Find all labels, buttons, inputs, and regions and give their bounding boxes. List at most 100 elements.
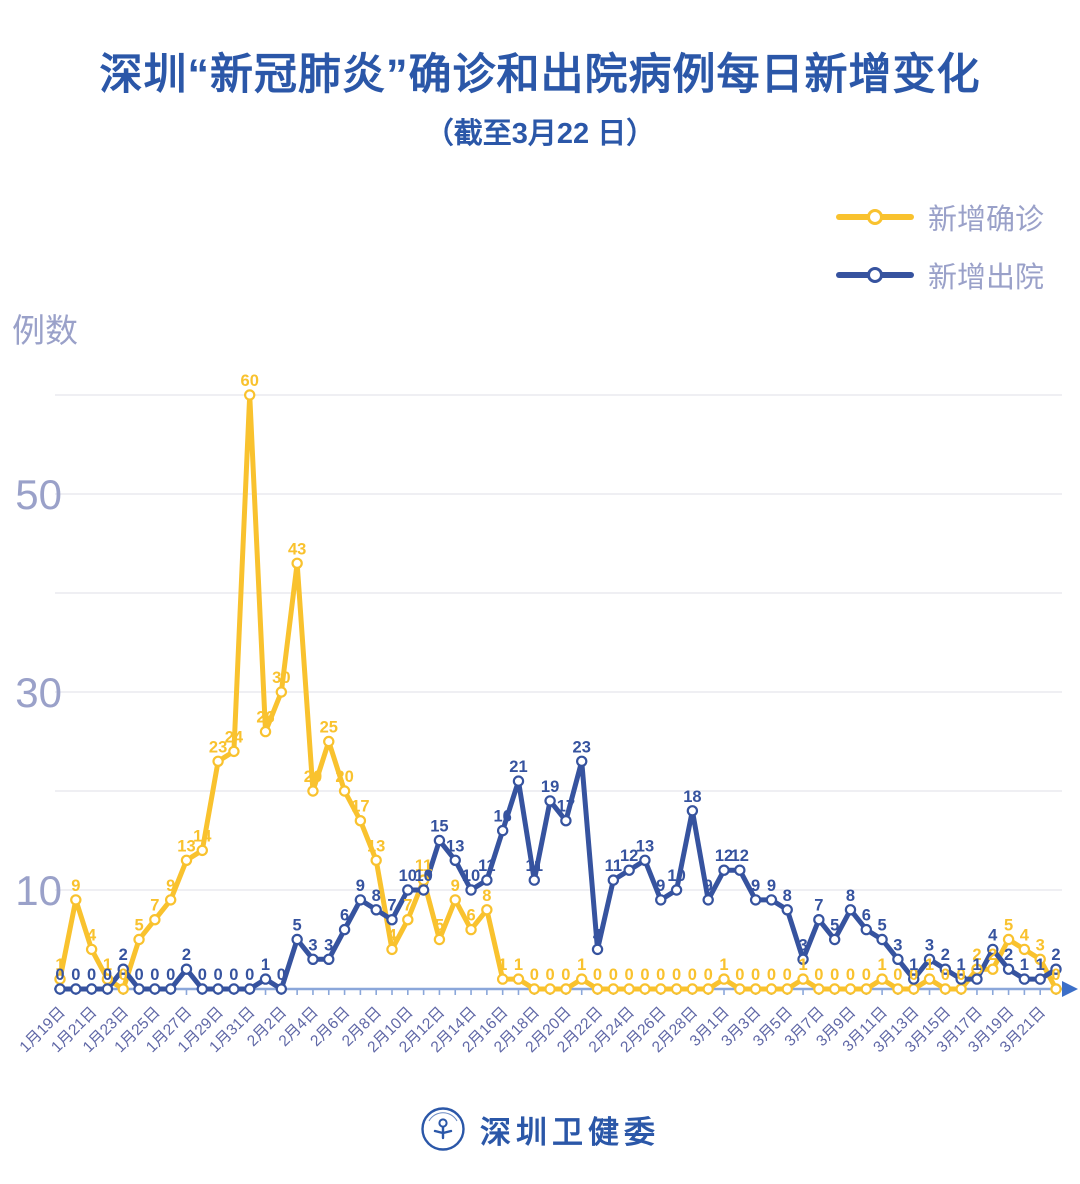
discharged-point (117, 963, 129, 975)
confirmed-value-label: 2 (988, 946, 997, 964)
shenzhen-health-commission-logo-icon (421, 1107, 465, 1151)
discharged-value-label: 3 (925, 936, 934, 954)
discharged-point (655, 894, 667, 906)
confirmed-point (923, 973, 936, 985)
discharged-value-label: 4 (988, 926, 998, 944)
discharged-point (876, 933, 888, 946)
confirmed-value-label: 0 (1051, 966, 1060, 984)
discharged-point (781, 904, 793, 916)
discharged-value-label: 1 (261, 956, 270, 974)
discharged-value-label: 5 (830, 917, 839, 935)
confirmed-point (955, 983, 967, 995)
confirmed-value-label: 9 (451, 877, 460, 895)
discharged-value-label: 10 (462, 867, 480, 885)
discharged-point (449, 854, 461, 867)
discharged-point (528, 874, 540, 886)
confirmed-point (307, 785, 319, 797)
discharged-value-label: 2 (941, 946, 950, 964)
discharged-value-label: 4 (593, 926, 603, 944)
discharged-point (307, 953, 319, 966)
confirmed-value-label: 60 (241, 372, 259, 390)
legend-label-discharged: 新增出院 (927, 262, 1044, 294)
confirmed-point (386, 943, 398, 956)
discharged-value-label: 12 (620, 847, 638, 865)
discharged-value-label: 19 (541, 778, 559, 796)
discharged-point (196, 983, 208, 995)
discharged-value-label: 0 (71, 966, 80, 984)
discharged-point (496, 824, 509, 837)
discharged-value-label: 0 (87, 966, 96, 984)
y-tick-label: 50 (15, 471, 62, 518)
discharged-point (670, 884, 683, 896)
discharged-point (987, 943, 999, 956)
confirmed-value-label: 9 (71, 877, 80, 895)
confirmed-value-label: 1 (878, 956, 887, 974)
discharged-point (908, 973, 920, 985)
discharged-point (70, 983, 82, 995)
discharged-point (180, 963, 193, 975)
confirmed-point (370, 854, 382, 867)
discharged-value-label: 7 (387, 897, 396, 915)
confirmed-point (892, 983, 904, 995)
confirmed-point (133, 933, 145, 946)
confirmed-point (70, 894, 82, 906)
discharged-point (323, 953, 335, 966)
confirmed-point (749, 983, 762, 995)
confirmed-value-label: 0 (561, 966, 570, 984)
y-axis-title: 例数 (12, 312, 78, 349)
confirmed-point (939, 983, 952, 995)
discharged-point (133, 983, 145, 995)
confirmed-point (576, 973, 588, 985)
legend-marker-confirmed (866, 209, 883, 225)
discharged-point (1034, 973, 1046, 985)
legend-line-confirmed-swatch (835, 209, 914, 225)
discharged-value-label: 12 (731, 847, 749, 865)
confirmed-point (702, 983, 714, 995)
confirmed-value-label: 0 (625, 966, 634, 984)
footer: 深圳卫健委 (0, 1106, 1080, 1152)
discharged-point (1050, 963, 1062, 975)
confirmed-point (275, 686, 288, 698)
discharged-value-label: 16 (493, 808, 511, 826)
discharged-value-label: 0 (214, 966, 223, 984)
confirmed-value-label: 0 (846, 966, 855, 984)
confirmed-value-label: 0 (814, 966, 823, 984)
confirmed-value-label: 20 (304, 768, 322, 786)
confirmed-value-label: 1 (577, 956, 586, 974)
discharged-value-label: 8 (372, 887, 381, 905)
discharged-point (892, 953, 904, 966)
page-subtitle: （截至3月22 日） (424, 118, 656, 150)
confirmed-value-label: 0 (530, 966, 539, 984)
legend-line-discharged-swatch (835, 267, 914, 283)
x-axis-arrow-icon (1062, 981, 1078, 997)
discharged-point (259, 973, 272, 985)
confirmed-value-label: 5 (435, 917, 444, 935)
confirmed-value-label: 1 (55, 956, 64, 974)
discharged-point (734, 864, 746, 876)
discharged-value-label: 2 (1004, 946, 1013, 964)
confirmed-value-label: 4 (1020, 926, 1030, 944)
discharged-value-label: 8 (783, 887, 792, 905)
confirmed-value-label: 0 (767, 966, 776, 984)
confirmed-point (449, 894, 461, 906)
confirmed-value-label: 20 (335, 768, 353, 786)
discharged-value-label: 8 (846, 887, 855, 905)
discharged-value-label: 9 (356, 877, 365, 895)
discharged-value-label: 3 (893, 936, 902, 954)
discharged-line (57, 758, 1059, 992)
discharged-value-label: 0 (134, 966, 143, 984)
confirmed-point (85, 943, 98, 956)
confirmed-point (117, 983, 129, 995)
confirmed-value-label: 5 (1004, 917, 1013, 935)
discharged-value-label: 10 (667, 867, 685, 885)
confirmed-value-label: 1 (498, 956, 507, 974)
confirmed-point (876, 973, 888, 985)
confirmed-point (908, 983, 920, 995)
discharged-value-label: 6 (862, 907, 871, 925)
discharged-value-label: 10 (414, 867, 432, 885)
discharged-point (560, 815, 572, 827)
confirmed-value-label: 8 (482, 887, 491, 905)
discharged-point (1002, 963, 1015, 975)
discharged-value-label: 3 (798, 936, 807, 954)
discharged-value-label: 6 (340, 907, 349, 925)
